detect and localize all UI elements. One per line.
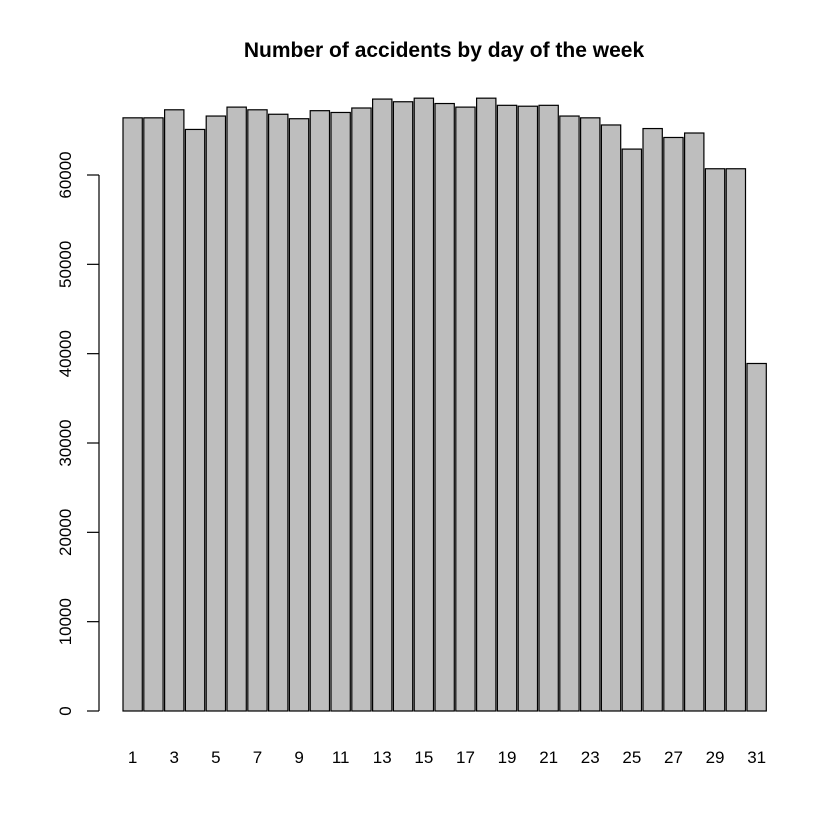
bar-day-18 [476,97,497,712]
y-tick-label-50000: 50000 [56,241,75,288]
bar-day-9 [288,118,310,712]
bar-day-22 [559,115,580,712]
x-tick-label-13: 13 [373,748,392,767]
bar-day-13 [372,98,393,712]
bar-day-14 [392,101,414,712]
x-tick-label-19: 19 [498,748,517,767]
x-tick-label-21: 21 [539,748,558,767]
bar-day-27 [663,136,684,712]
bar-day-11 [330,111,351,712]
bars-group [122,97,767,712]
x-tick-label-29: 29 [706,748,725,767]
bar-day-31 [746,362,767,712]
bar-day-10 [309,110,331,712]
bar-day-26 [642,127,663,712]
y-tick-label-60000: 60000 [56,151,75,198]
x-tick-label-5: 5 [211,748,220,767]
x-tick-label-25: 25 [622,748,641,767]
bar-day-3 [164,109,185,712]
x-tick-label-9: 9 [294,748,303,767]
bar-day-4 [184,128,206,712]
x-tick-label-3: 3 [170,748,179,767]
bar-day-29 [704,168,726,712]
bar-day-25 [621,148,643,712]
x-tick-label-17: 17 [456,748,475,767]
y-tick-label-30000: 30000 [56,419,75,466]
x-tick-label-7: 7 [253,748,262,767]
bar-day-8 [268,113,289,712]
bar-day-24 [600,124,622,712]
x-tick-label-31: 31 [747,748,766,767]
bar-day-19 [496,104,518,712]
chart-title: Number of accidents by day of the week [244,39,645,62]
bar-day-30 [725,168,747,712]
y-tick-label-0: 0 [56,706,75,715]
bar-day-2 [143,117,164,712]
bar-day-23 [579,117,601,712]
bar-day-15 [413,97,435,712]
bar-day-5 [205,115,227,712]
bar-day-12 [351,107,372,712]
x-tick-label-1: 1 [128,748,137,767]
bar-day-16 [434,102,455,712]
y-tick-label-40000: 40000 [56,330,75,377]
bar-day-21 [538,104,559,712]
y-axis: 0 10000 20000 30000 40000 50000 60000 [56,151,100,716]
bar-day-6 [226,106,247,712]
bar-day-28 [683,132,705,712]
bar-day-20 [517,105,539,712]
x-axis-labels: 1 3 5 7 9 11 13 15 17 19 21 23 25 27 29 31 [128,748,766,767]
y-tick-label-10000: 10000 [56,598,75,645]
bar-day-1 [122,117,143,712]
x-tick-label-27: 27 [664,748,683,767]
x-tick-label-11: 11 [332,748,350,767]
x-tick-label-23: 23 [581,748,600,767]
x-tick-label-15: 15 [414,748,433,767]
bar-day-7 [247,109,268,712]
bar-day-17 [455,106,476,712]
y-tick-label-20000: 20000 [56,509,75,556]
